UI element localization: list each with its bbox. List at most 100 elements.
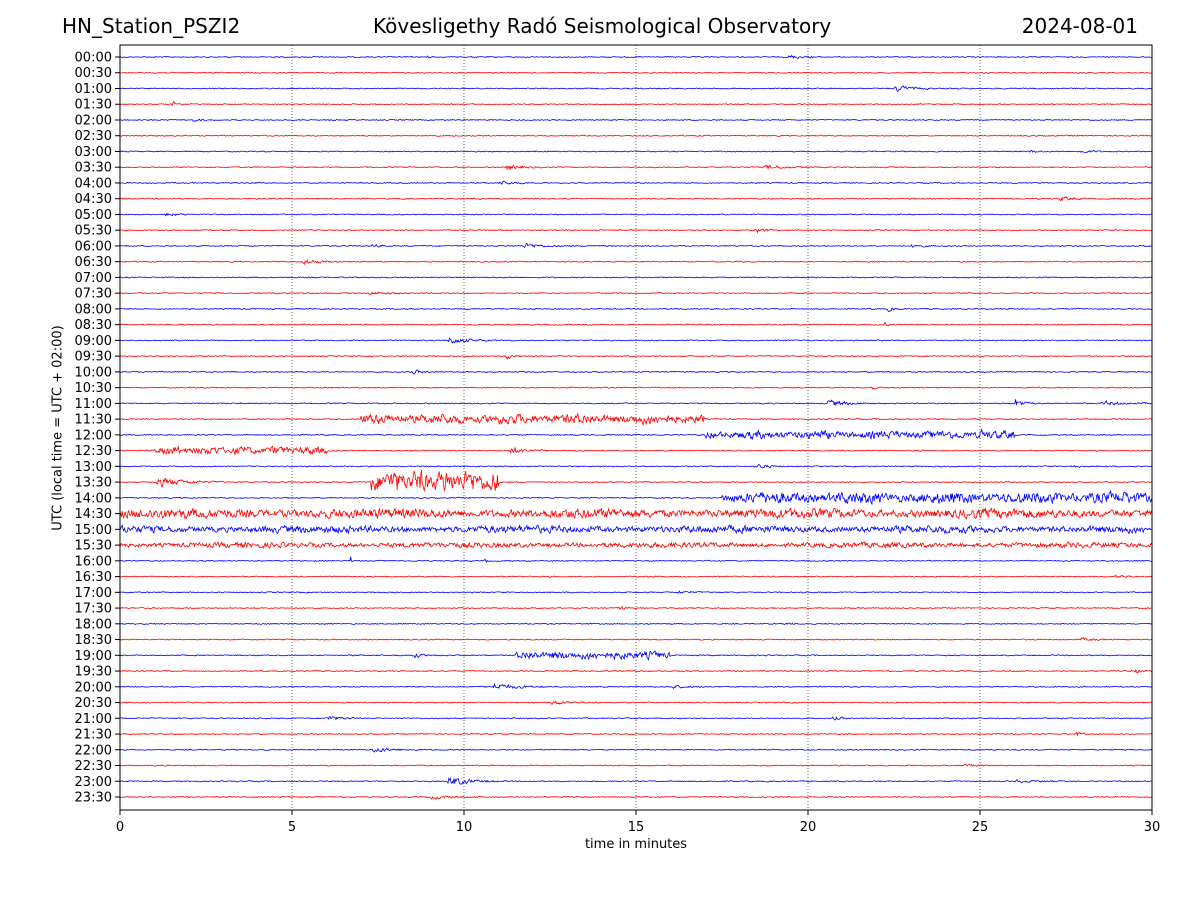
y-tick-label: 14:00 bbox=[75, 491, 112, 506]
trace-1030 bbox=[119, 386, 1153, 390]
x-tick-label: 5 bbox=[288, 820, 296, 835]
y-tick-label: 22:00 bbox=[75, 743, 112, 758]
y-tick-label: 06:00 bbox=[75, 239, 112, 254]
y-tick-label: 13:30 bbox=[75, 476, 112, 491]
y-tick-label: 08:30 bbox=[75, 318, 112, 333]
y-tick-label: 05:30 bbox=[75, 224, 112, 239]
x-tick-label: 15 bbox=[628, 820, 645, 835]
trace-1730 bbox=[119, 605, 1153, 610]
y-tick-label: 23:00 bbox=[75, 775, 112, 790]
chart-title: Kövesligethy Radó Seismological Observat… bbox=[373, 14, 832, 38]
trace-1130 bbox=[119, 412, 1153, 426]
trace-1000 bbox=[119, 369, 1153, 375]
trace-0000 bbox=[119, 54, 1152, 59]
y-tick-label: 03:30 bbox=[75, 161, 112, 176]
y-tick-label: 11:00 bbox=[75, 397, 112, 412]
y-tick-label: 10:00 bbox=[75, 365, 112, 380]
x-tick-label: 30 bbox=[1144, 820, 1161, 835]
trace-2200 bbox=[119, 747, 1153, 753]
y-tick-label: 00:30 bbox=[75, 66, 112, 81]
y-tick-label: 07:30 bbox=[75, 287, 112, 302]
y-tick-label: 01:30 bbox=[75, 98, 112, 113]
trace-0300 bbox=[119, 149, 1153, 154]
y-tick-label: 04:00 bbox=[75, 176, 112, 191]
y-tick-label: 15:30 bbox=[75, 539, 112, 554]
y-tick-label: 21:30 bbox=[75, 728, 112, 743]
y-tick-label: 17:30 bbox=[75, 602, 112, 617]
trace-1230 bbox=[119, 445, 1153, 456]
trace-0200 bbox=[119, 118, 1153, 123]
y-tick-label: 17:00 bbox=[75, 586, 112, 601]
trace-0700 bbox=[120, 276, 1153, 279]
y-tick-label: 20:00 bbox=[75, 680, 112, 695]
y-tick-label: 11:30 bbox=[75, 413, 112, 428]
date-label: 2024-08-01 bbox=[1021, 14, 1138, 38]
y-tick-label: 06:30 bbox=[75, 255, 112, 270]
x-tick-label: 10 bbox=[456, 820, 473, 835]
trace-0830 bbox=[119, 321, 1153, 327]
y-tick-label: 10:30 bbox=[75, 381, 112, 396]
y-tick-label: 18:00 bbox=[75, 617, 112, 632]
trace-2030 bbox=[119, 700, 1153, 706]
y-tick-label: 16:30 bbox=[75, 570, 112, 585]
trace-0430 bbox=[119, 196, 1153, 202]
trace-0130 bbox=[119, 100, 1152, 107]
trace-2300 bbox=[119, 776, 1153, 785]
station-name: HN_Station_PSZI2 bbox=[62, 14, 241, 38]
trace-0730 bbox=[119, 291, 1153, 295]
trace-1400 bbox=[119, 489, 1153, 506]
y-tick-label: 23:30 bbox=[75, 791, 112, 806]
y-tick-label: 03:00 bbox=[75, 145, 112, 160]
trace-1300 bbox=[119, 463, 1152, 469]
trace-0100 bbox=[119, 85, 1153, 93]
y-tick-label: 12:00 bbox=[75, 428, 112, 443]
y-tick-label: 08:00 bbox=[75, 302, 112, 317]
y-tick-label: 18:30 bbox=[75, 633, 112, 648]
trace-1530 bbox=[119, 541, 1153, 550]
trace-0330 bbox=[119, 164, 1153, 171]
trace-0930 bbox=[119, 354, 1153, 360]
trace-0400 bbox=[119, 180, 1153, 185]
y-tick-label: 19:00 bbox=[75, 649, 112, 664]
y-tick-label: 14:30 bbox=[75, 507, 112, 522]
y-tick-label: 09:30 bbox=[75, 350, 112, 365]
y-tick-label: 00:00 bbox=[75, 51, 112, 66]
trace-1330 bbox=[119, 469, 1153, 492]
trace-1430 bbox=[119, 506, 1153, 521]
trace-0230 bbox=[119, 134, 1152, 137]
y-tick-label: 05:00 bbox=[75, 208, 112, 223]
trace-1500 bbox=[119, 524, 1153, 535]
y-axis-label: UTC (local time = UTC + 02:00) bbox=[50, 325, 66, 531]
trace-1830 bbox=[119, 637, 1152, 641]
trace-0030 bbox=[119, 71, 1153, 74]
y-tick-label: 02:30 bbox=[75, 129, 112, 144]
trace-0530 bbox=[119, 228, 1153, 234]
trace-2100 bbox=[119, 716, 1153, 721]
trace-2130 bbox=[119, 731, 1153, 737]
y-tick-label: 02:00 bbox=[75, 113, 112, 128]
y-tick-label: 12:30 bbox=[75, 444, 112, 459]
y-tick-label: 16:00 bbox=[75, 554, 112, 569]
x-tick-label: 25 bbox=[972, 820, 989, 835]
y-tick-label: 04:30 bbox=[75, 192, 112, 207]
trace-1800 bbox=[119, 622, 1153, 626]
y-tick-label: 09:00 bbox=[75, 334, 112, 349]
trace-0500 bbox=[119, 212, 1153, 217]
trace-0800 bbox=[119, 307, 1152, 313]
trace-1630 bbox=[119, 574, 1153, 578]
y-tick-label: 20:30 bbox=[75, 696, 112, 711]
y-tick-label: 19:30 bbox=[75, 665, 112, 680]
trace-2230 bbox=[119, 763, 1153, 767]
trace-1600 bbox=[120, 556, 1153, 564]
y-tick-label: 21:00 bbox=[75, 712, 112, 727]
x-tick-label: 0 bbox=[116, 820, 124, 835]
trace-1200 bbox=[120, 429, 1153, 441]
y-tick-label: 22:30 bbox=[75, 759, 112, 774]
y-tick-label: 01:00 bbox=[75, 82, 112, 97]
x-axis-label: time in minutes bbox=[584, 837, 688, 852]
trace-1700 bbox=[119, 590, 1153, 594]
x-tick-label: 20 bbox=[800, 820, 817, 835]
trace-2330 bbox=[120, 795, 1153, 800]
trace-1100 bbox=[119, 399, 1153, 407]
